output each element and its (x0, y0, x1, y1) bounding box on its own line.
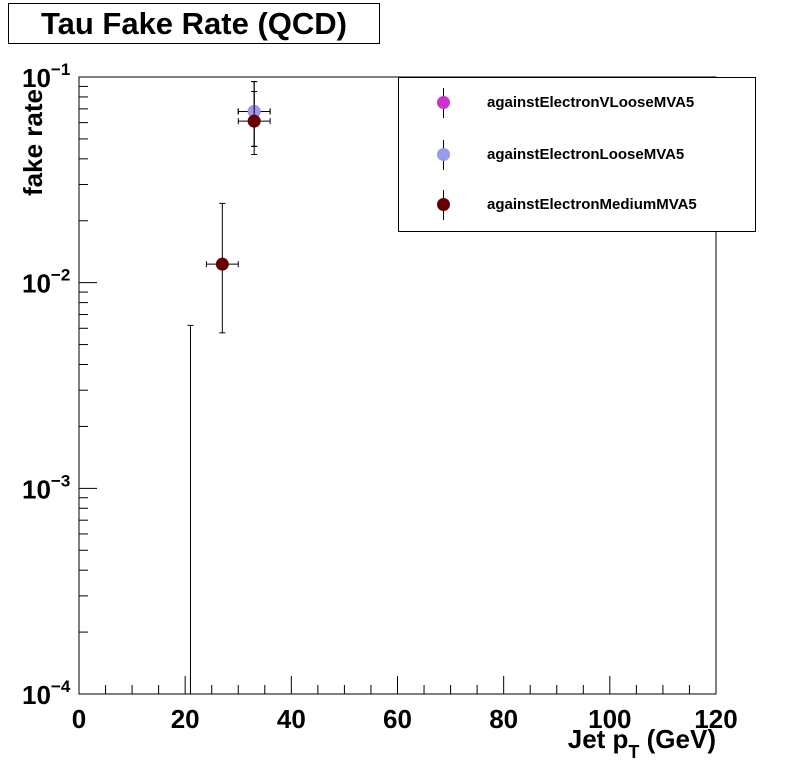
y-tick-label-exponent: −1 (51, 60, 70, 79)
x-tick-label: 120 (694, 704, 737, 734)
axis-ticks (78, 76, 717, 695)
y-tick-label: 10−2 (22, 266, 70, 299)
legend-label-medium: againstElectronMediumMVA5 (487, 196, 697, 213)
y-tick-label: 10−1 (22, 60, 70, 93)
x-tick-label: 100 (588, 704, 631, 734)
y-tick-label-exponent: −2 (51, 266, 70, 285)
y-axis-title: fake rate (18, 89, 48, 196)
x-axis-title-sub: T (628, 742, 639, 762)
legend-entry-vloose: againstElectronVLooseMVA5 (399, 84, 755, 124)
legend-label-loose: againstElectronLooseMVA5 (487, 146, 685, 163)
x-tick-label: 40 (277, 704, 306, 734)
legend-entry-loose: againstElectronLooseMVA5 (399, 136, 755, 176)
legend: againstElectronVLooseMVA5 againstElectro… (398, 77, 756, 232)
marker (247, 114, 261, 128)
y-tick-label: 10−3 (22, 471, 70, 504)
data-point (237, 91, 271, 155)
data-point (187, 324, 194, 694)
y-tick-label-base: 10 (22, 680, 51, 710)
x-tick-label: 80 (489, 704, 518, 734)
legend-marker-medium (437, 198, 450, 211)
marker (215, 257, 229, 271)
y-tick-label-exponent: −4 (51, 677, 71, 696)
legend-label-vloose: againstElectronVLooseMVA5 (487, 94, 695, 111)
x-tick-label: 0 (72, 704, 86, 734)
legend-marker-loose (437, 148, 450, 161)
legend-marker-vloose (437, 96, 450, 109)
x-tick-label: 60 (383, 704, 412, 734)
x-axis-title-unit: (GeV) (639, 724, 716, 754)
x-tick-label: 20 (171, 704, 200, 734)
chart-title: Tau Fake Rate (QCD) (8, 3, 380, 44)
y-tick-label-base: 10 (22, 269, 51, 299)
y-tick-label-base: 10 (22, 63, 51, 93)
data-marks (187, 81, 271, 694)
x-axis-title: Jet pT (GeV) (568, 724, 716, 762)
data-point (205, 202, 239, 334)
x-axis-title-main: Jet p (568, 724, 629, 754)
y-tick-label: 10−4 (22, 677, 71, 710)
y-tick-label-exponent: −3 (51, 471, 70, 490)
y-tick-label-base: 10 (22, 474, 51, 504)
legend-entry-medium: againstElectronMediumMVA5 (399, 186, 755, 226)
